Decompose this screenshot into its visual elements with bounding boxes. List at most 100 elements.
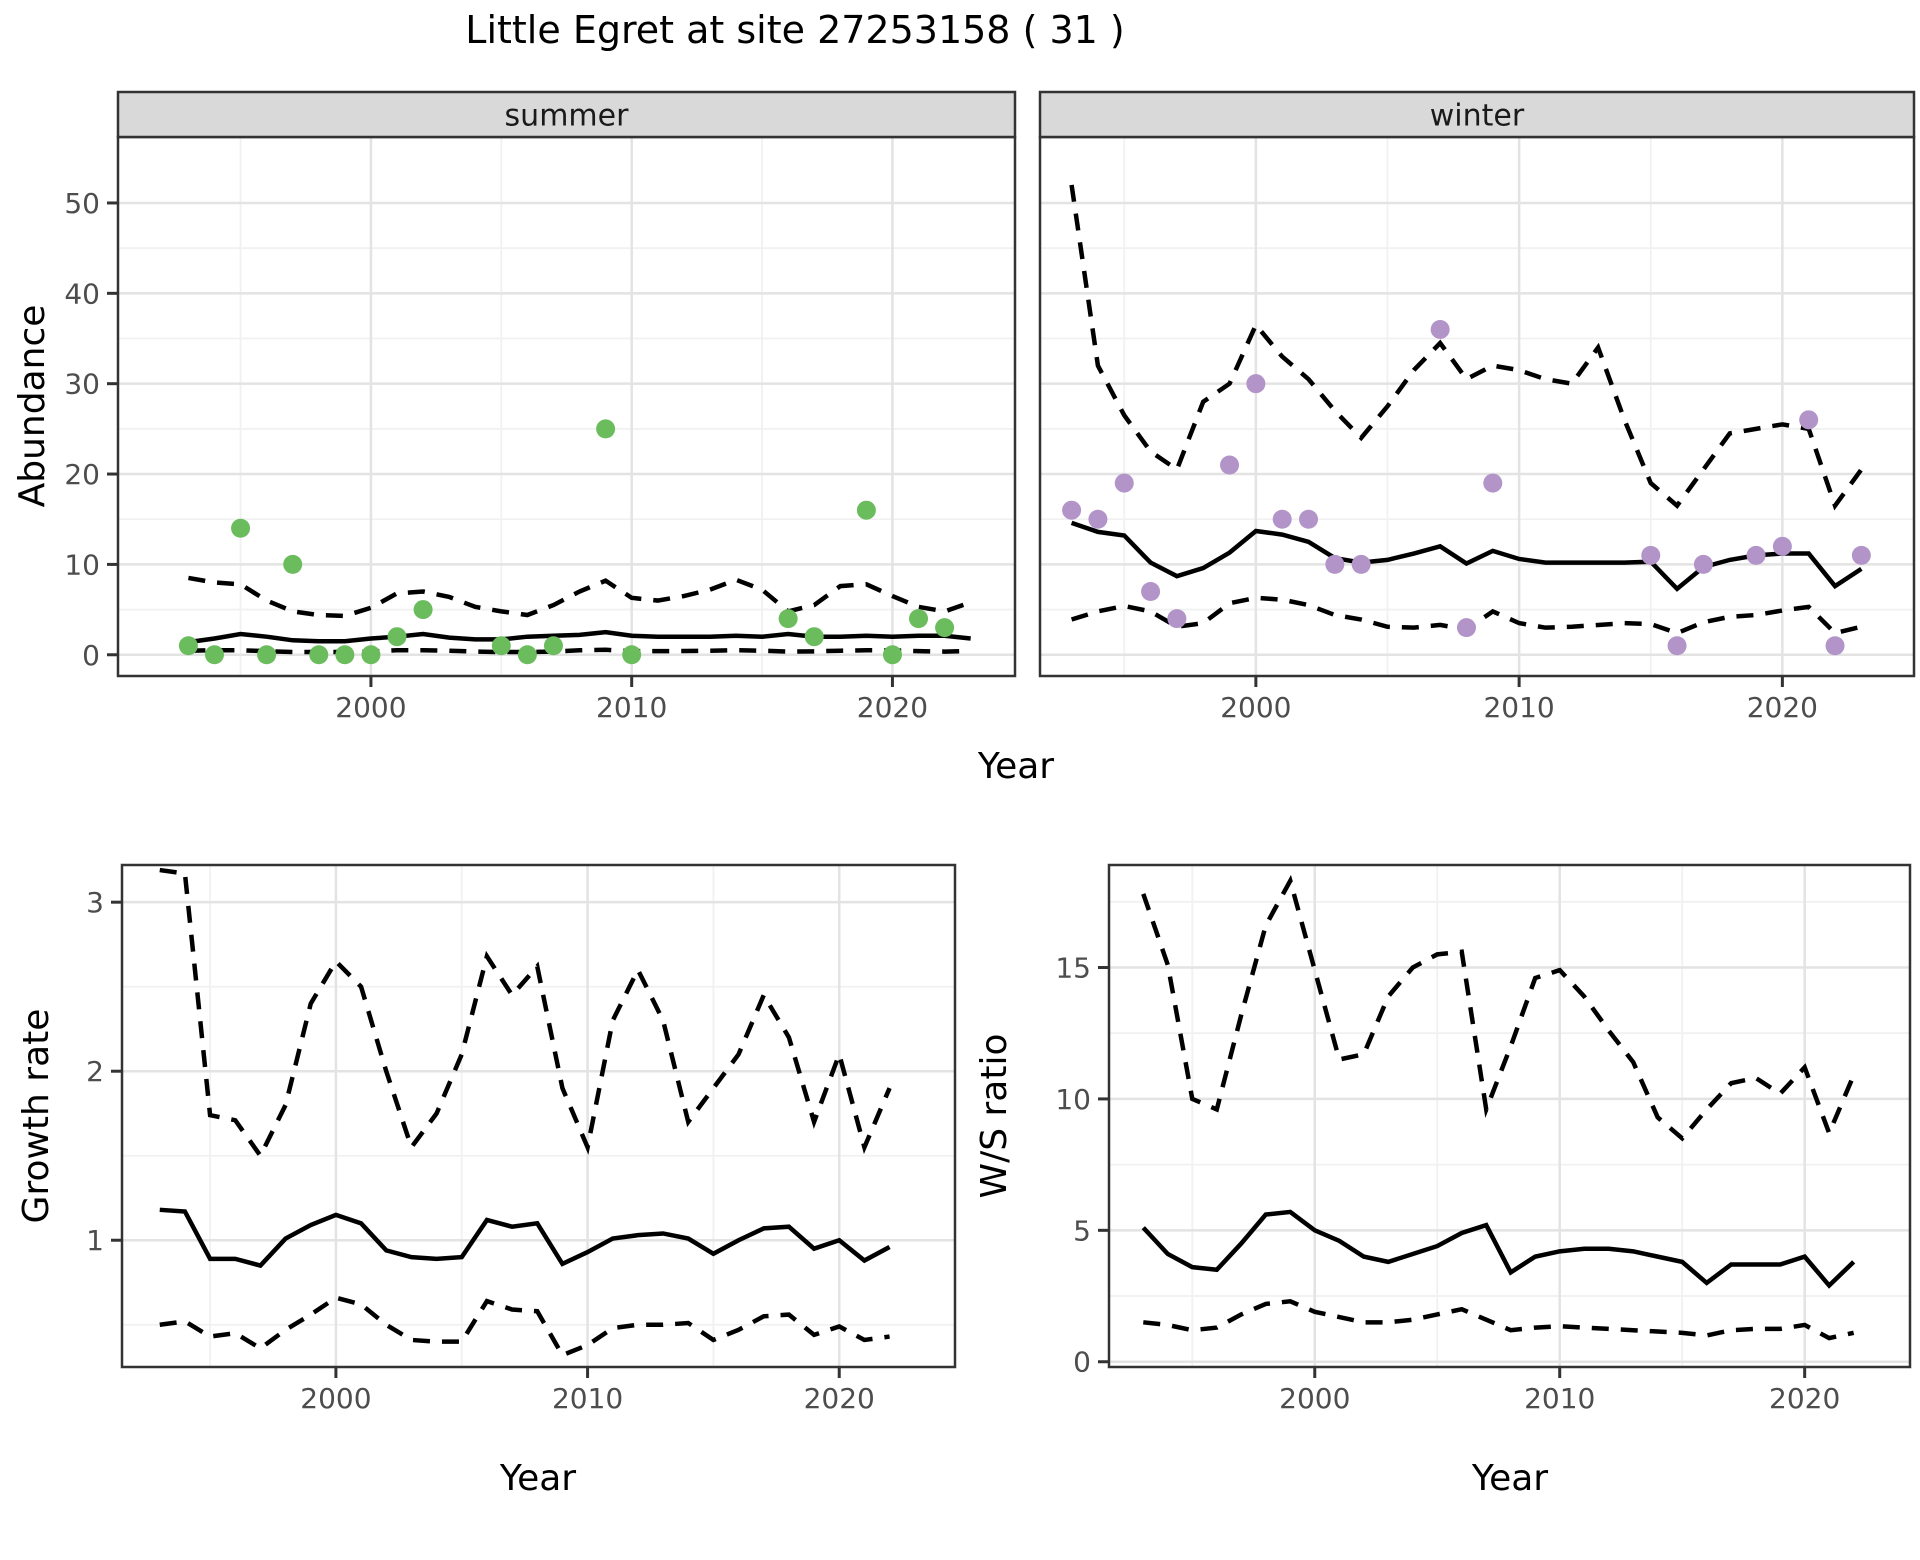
data-point — [1641, 545, 1661, 565]
data-point — [413, 600, 433, 620]
y-tick-label: 5 — [1073, 1214, 1091, 1247]
gridlines — [118, 137, 1015, 676]
data-point — [335, 645, 355, 665]
data-point — [856, 500, 876, 520]
panel-growth-rate: 2000 2010 2020 1 2 3 — [86, 863, 957, 1415]
data-points — [178, 419, 955, 665]
panel-abundance-summer: summer 2000 2010 2020 0 10 20 30 40 50 — [64, 90, 1017, 724]
gridlines — [1040, 137, 1914, 676]
y-tick-label: 3 — [86, 886, 104, 919]
x-tick-label: 2000 — [335, 691, 406, 724]
y-tick-label: 0 — [1073, 1346, 1091, 1379]
upper-ci-line — [188, 575, 972, 619]
data-point — [1167, 609, 1187, 629]
data-point — [596, 419, 616, 439]
data-point — [622, 645, 642, 665]
panel-background — [118, 137, 1015, 676]
x-tick-label: 2020 — [857, 691, 928, 724]
mean-fit-line — [159, 1207, 891, 1269]
y-tick-label: 10 — [1055, 1083, 1091, 1116]
data-point — [1220, 455, 1240, 475]
data-point — [1062, 500, 1082, 520]
data-point — [1351, 554, 1371, 574]
facet-strip — [1038, 90, 1916, 139]
facet-strip-label: winter — [1430, 99, 1525, 134]
data-point — [1325, 554, 1345, 574]
data-point — [309, 645, 329, 665]
upper-ci-line — [1141, 874, 1856, 1142]
data-point — [231, 518, 251, 538]
facet-strip — [116, 90, 1017, 139]
y-tick-label: 2 — [86, 1055, 104, 1088]
panel-border — [120, 863, 957, 1369]
panel-background — [1109, 865, 1910, 1367]
data-point — [178, 636, 198, 656]
y-axis-title-abundance: Abundance — [12, 305, 53, 508]
mean-fit-line — [188, 629, 971, 645]
x-tick-label: 2010 — [552, 1382, 623, 1415]
data-point — [1825, 636, 1845, 656]
y-tick-label: 0 — [82, 639, 100, 672]
data-point — [1299, 509, 1319, 529]
mean-fit-line — [1141, 1209, 1856, 1289]
y-tick-label: 30 — [64, 368, 100, 401]
x-tick-label: 2010 — [1524, 1382, 1595, 1415]
x-tick-label: 2000 — [1279, 1382, 1350, 1415]
y-tick-label: 50 — [64, 187, 100, 220]
data-point — [1272, 509, 1292, 529]
upper-ci-line — [159, 867, 892, 1161]
figure-title: Little Egret at site 27253158 ( 31 ) — [465, 8, 1125, 52]
axis-ticks: 2000 2010 2020 0 5 10 15 — [1055, 952, 1840, 1415]
data-point — [1114, 473, 1134, 493]
data-point — [935, 618, 955, 638]
x-tick-label: 2020 — [1747, 691, 1818, 724]
lower-ci-line — [159, 1295, 890, 1358]
data-point — [909, 609, 929, 629]
y-tick-label: 15 — [1055, 952, 1091, 985]
y-tick-label: 20 — [64, 458, 100, 491]
y-tick-label: 10 — [64, 548, 100, 581]
mean-fit-line — [1070, 520, 1863, 592]
data-point — [882, 645, 902, 665]
data-point — [517, 645, 537, 665]
data-point — [1088, 509, 1108, 529]
y-axis-title-ws-ratio: W/S ratio — [974, 1033, 1015, 1198]
axis-ticks: 2000 2010 2020 — [1220, 676, 1818, 724]
data-point — [1483, 473, 1503, 493]
data-point — [1246, 374, 1266, 394]
x-axis-title-year-ws: Year — [1471, 1458, 1548, 1499]
panel-abundance-winter: winter 2000 2010 2020 — [1038, 90, 1916, 724]
data-point — [1693, 554, 1713, 574]
data-point — [778, 609, 798, 629]
x-axis-title-year-growth: Year — [499, 1458, 576, 1499]
data-point — [387, 627, 407, 647]
data-point — [543, 636, 563, 656]
data-point — [257, 645, 277, 665]
panel-background — [1040, 137, 1914, 676]
data-point — [1430, 319, 1450, 339]
panel-border — [1107, 863, 1912, 1369]
data-point — [1456, 618, 1476, 638]
y-tick-label: 40 — [64, 277, 100, 310]
upper-ci-line — [1069, 184, 1864, 511]
x-tick-label: 2000 — [300, 1382, 371, 1415]
data-point — [1772, 536, 1792, 556]
data-point — [1851, 545, 1871, 565]
x-tick-label: 2010 — [1483, 691, 1554, 724]
x-axis-title-year-top: Year — [977, 746, 1054, 787]
panel-background — [122, 865, 955, 1367]
x-tick-label: 2020 — [804, 1382, 875, 1415]
data-point — [283, 554, 303, 574]
gridlines — [1109, 865, 1910, 1367]
gridlines — [122, 865, 955, 1367]
facet-strip-label: summer — [505, 99, 630, 134]
data-point — [804, 627, 824, 647]
panel-ws-ratio: 2000 2010 2020 0 5 10 15 — [1055, 863, 1912, 1415]
axis-ticks: 2000 2010 2020 1 2 3 — [86, 886, 875, 1415]
data-point — [1141, 582, 1161, 602]
data-point — [1667, 636, 1687, 656]
data-point — [1799, 410, 1819, 430]
data-point — [491, 636, 511, 656]
